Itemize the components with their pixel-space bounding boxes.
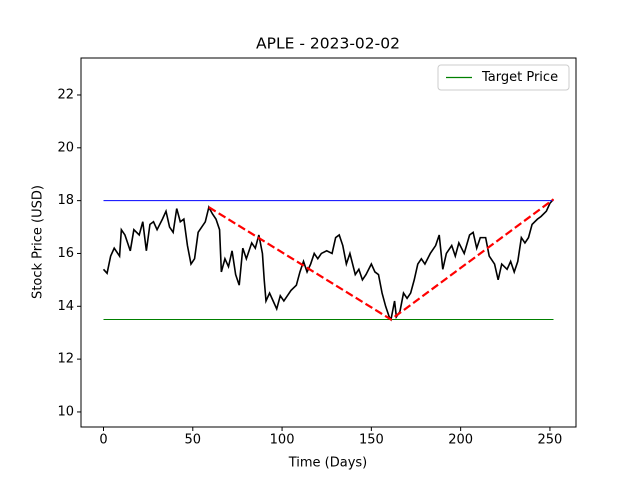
y-tick-label: 22 (57, 87, 74, 102)
plot-frame (80, 57, 577, 428)
y-tick-label: 10 (57, 404, 74, 419)
y-tick-label: 16 (57, 246, 74, 261)
legend-label: Target Price (481, 70, 558, 85)
legend-box (437, 64, 570, 91)
x-tick-label: 0 (99, 433, 107, 448)
line-series (102, 198, 555, 322)
x-tick-label: 250 (538, 433, 563, 448)
y-tick-label: 20 (57, 140, 74, 155)
line-series (208, 198, 555, 321)
x-tick-label: 150 (359, 433, 384, 448)
x-tick-label: 100 (270, 433, 295, 448)
y-axis-label: Stock Price (USD) (31, 185, 46, 299)
y-tick-label: 12 (57, 352, 74, 367)
x-axis-label: Time (Days) (288, 456, 368, 471)
x-tick-label: 200 (448, 433, 473, 448)
y-tick-label: 18 (57, 193, 74, 208)
x-tick-label: 50 (185, 433, 202, 448)
y-tick-label: 14 (57, 299, 74, 314)
chart-title: APLE - 2023-02-02 (256, 35, 400, 53)
